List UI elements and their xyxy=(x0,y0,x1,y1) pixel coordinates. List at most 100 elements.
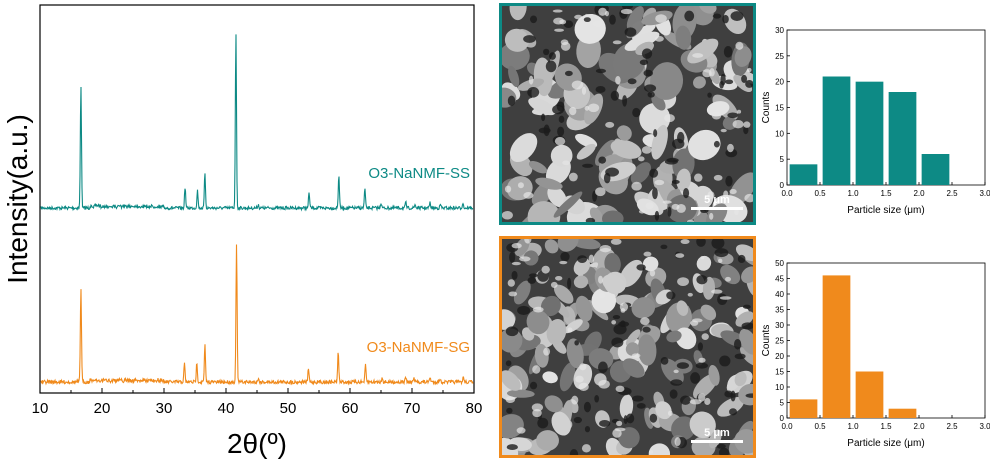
sem-shadow xyxy=(696,275,708,285)
sem-grain xyxy=(648,443,671,455)
hist-bar-ss xyxy=(822,76,851,185)
sem-grain xyxy=(706,101,730,117)
xrd-x-tick-label: 50 xyxy=(280,400,297,417)
xrd-x-tick-label: 70 xyxy=(404,400,421,417)
hist-y-tick-label-ss: 5 xyxy=(780,155,785,164)
sem-shadow xyxy=(713,140,720,148)
sem-highlight xyxy=(543,347,551,356)
sem-highlight xyxy=(723,190,729,199)
sem-shadow xyxy=(722,14,729,24)
sem-shadow xyxy=(573,416,583,424)
sem-shadow xyxy=(505,326,519,337)
sem-image-ss: 5 μm xyxy=(499,3,756,225)
xrd-x-axis-label: 2θ(º) xyxy=(227,428,287,459)
sem-highlight xyxy=(640,317,650,325)
sem-highlight xyxy=(598,7,607,16)
sem-shadow xyxy=(567,277,572,290)
sem-grain xyxy=(573,257,591,276)
sem-grain xyxy=(509,133,538,163)
sem-shadow xyxy=(664,158,678,165)
sem-highlight xyxy=(736,109,742,114)
hist-x-tick-label-ss: 1.5 xyxy=(880,189,892,198)
hist-bar-sg xyxy=(822,275,851,418)
sem-highlight xyxy=(516,427,526,434)
sem-grain xyxy=(573,275,589,289)
sem-grain xyxy=(536,430,559,451)
sem-grain xyxy=(588,348,614,370)
sem-grain xyxy=(610,139,642,159)
sem-grain xyxy=(602,274,626,293)
sem-highlight xyxy=(587,103,600,113)
sem-highlight xyxy=(571,395,579,405)
sem-highlight xyxy=(517,182,524,189)
sem-highlight xyxy=(612,40,622,45)
sem-grain xyxy=(546,318,567,345)
hist-y-tick-label-sg: 30 xyxy=(775,321,784,330)
sem-shadow xyxy=(574,340,579,346)
sem-shadow xyxy=(643,69,653,77)
xrd-plot-frame xyxy=(39,4,475,394)
sem-highlight xyxy=(655,14,667,23)
sem-shadow xyxy=(605,167,620,177)
sem-highlight xyxy=(718,258,723,264)
sem-shadow xyxy=(676,362,690,369)
sem-highlight xyxy=(744,193,753,203)
sem-shadow xyxy=(529,381,538,390)
sem-highlight xyxy=(711,111,722,120)
sem-grain xyxy=(502,309,516,330)
sem-grain xyxy=(717,396,745,417)
sem-grain xyxy=(604,252,621,275)
sem-highlight xyxy=(727,143,734,153)
sem-shadow xyxy=(669,389,678,399)
sem-highlight xyxy=(508,291,518,297)
scale-bar-label-sg: 5 μm xyxy=(704,427,730,439)
sem-shadow xyxy=(548,52,556,60)
sem-shadow xyxy=(611,337,624,348)
sem-grain xyxy=(540,295,561,317)
sem-grain xyxy=(576,143,596,160)
sem-highlight xyxy=(507,279,515,287)
sem-shadow xyxy=(610,90,619,101)
sem-shadow xyxy=(569,449,579,455)
hist-bar-ss xyxy=(855,81,884,185)
sem-shadow xyxy=(737,254,746,264)
sem-shadow xyxy=(690,372,701,384)
sem-grain xyxy=(676,168,691,192)
sem-highlight xyxy=(593,20,603,28)
hist-y-tick-label-sg: 35 xyxy=(775,306,784,315)
sem-texture-ss xyxy=(502,6,753,222)
sem-grain xyxy=(619,394,634,419)
sem-shadow xyxy=(642,326,651,333)
sem-shadow xyxy=(639,59,649,66)
scale-bar-line-sg xyxy=(691,440,743,443)
sem-grain xyxy=(739,345,753,366)
sem-highlight xyxy=(578,382,589,391)
sem-shadow xyxy=(537,417,549,429)
sem-grain xyxy=(573,363,593,390)
sem-shadow xyxy=(730,11,744,21)
sem-grain xyxy=(734,46,752,67)
sem-shadow xyxy=(609,14,616,25)
sem-grain xyxy=(676,300,689,316)
sem-shadow xyxy=(653,129,658,138)
sem-shadow xyxy=(632,107,641,118)
sem-shadow xyxy=(583,401,591,413)
sem-highlight xyxy=(615,76,621,85)
histogram-sg: 0.0 0.5 1.0 1.5 2.0 2.5 3.0 0 5 10 15 20 25 30 35 40 45 5… xyxy=(761,259,990,449)
sem-grain xyxy=(547,185,567,208)
sem-shadow xyxy=(621,6,634,10)
sem-grain xyxy=(502,370,521,391)
sem-shadow xyxy=(707,92,712,98)
sem-shadow xyxy=(624,27,637,37)
sem-highlight xyxy=(560,41,571,51)
sem-grain xyxy=(527,201,561,222)
sem-shadow xyxy=(523,35,536,43)
sem-highlight xyxy=(505,396,516,404)
sem-highlight xyxy=(562,160,570,166)
sem-shadow xyxy=(585,217,596,222)
sem-grain xyxy=(625,342,640,356)
hist-y-tick-label-sg: 45 xyxy=(775,275,784,284)
sem-highlight xyxy=(619,302,629,312)
sem-highlight xyxy=(532,365,541,374)
